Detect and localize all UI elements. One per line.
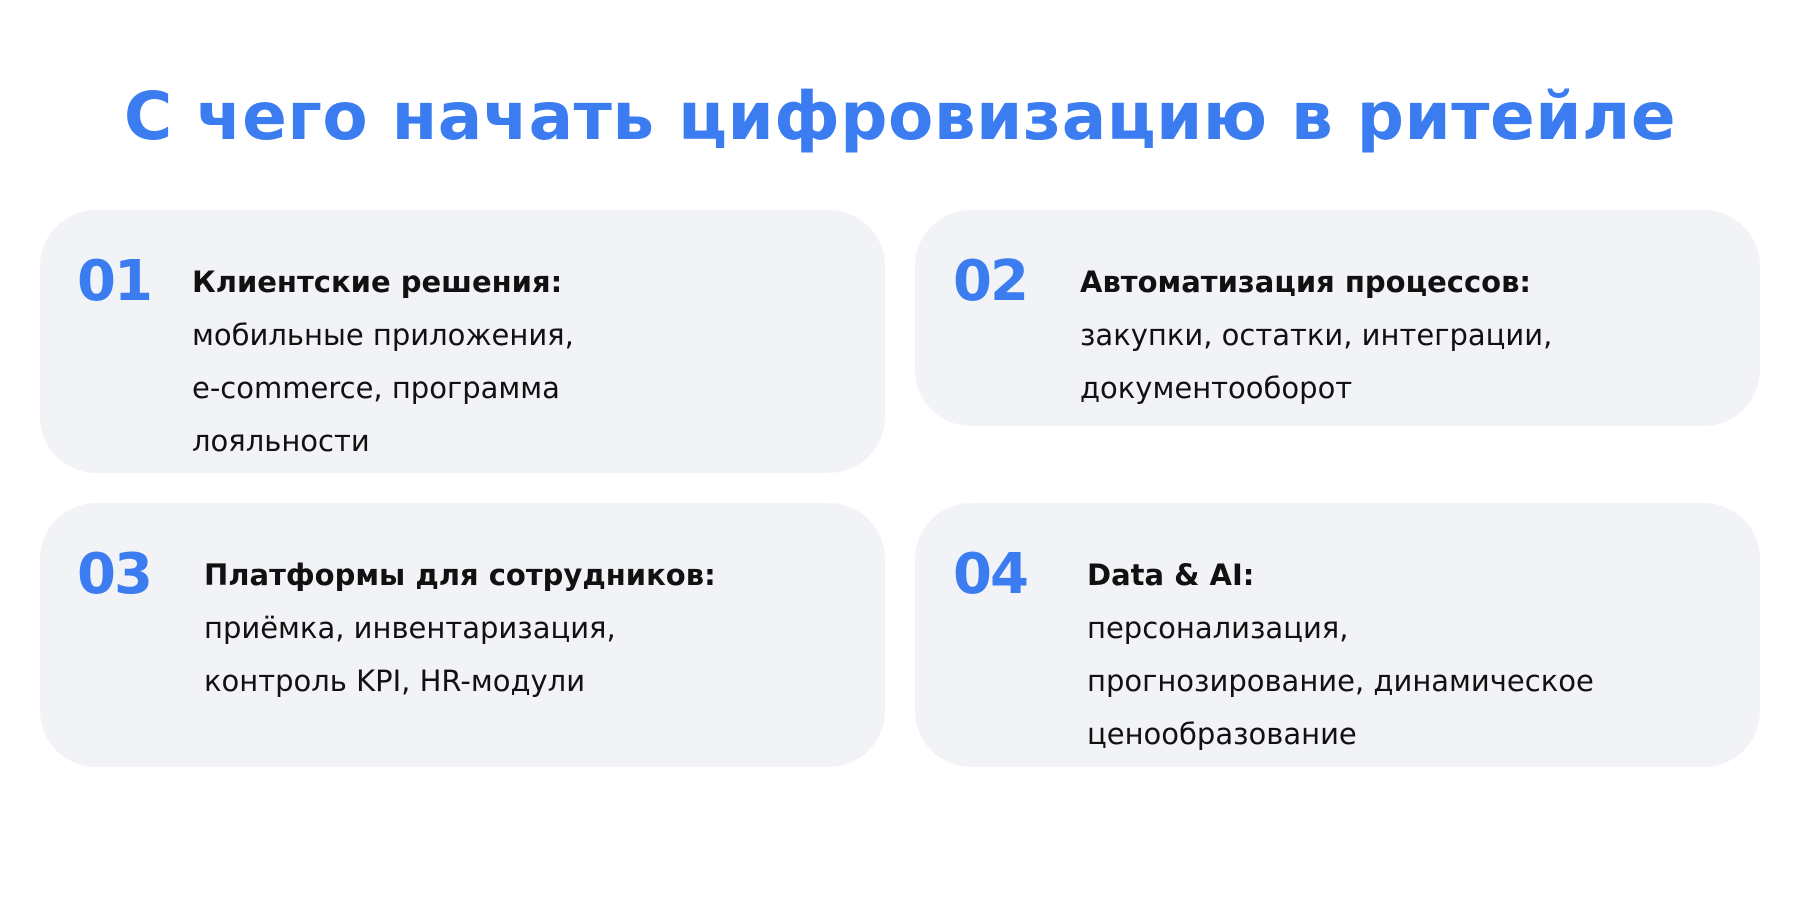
card-body: персонализация, прогнозирование, динамич… xyxy=(1087,611,1594,751)
card-body: закупки, остатки, интеграции, документоо… xyxy=(1080,318,1553,405)
card-text: Платформы для сотрудников: приёмка, инве… xyxy=(204,549,716,708)
card-number: 04 xyxy=(953,542,1029,607)
card-process-automation: 02 Автоматизация процессов: закупки, ост… xyxy=(915,210,1760,426)
card-heading: Клиентские решения: xyxy=(192,265,563,299)
card-heading: Автоматизация процессов: xyxy=(1080,265,1532,299)
card-text: Data & AI: персонализация, прогнозирован… xyxy=(1087,549,1594,761)
card-number: 02 xyxy=(953,249,1029,314)
card-number: 03 xyxy=(77,542,153,607)
card-body: приёмка, инвентаризация, контроль KPI, H… xyxy=(204,611,616,698)
card-body: мобильные приложения, e-commerce, програ… xyxy=(192,318,574,458)
page-title: С чего начать цифровизацию в ритейле xyxy=(123,78,1677,155)
card-heading: Data & AI: xyxy=(1087,558,1255,592)
card-text: Клиентские решения: мобильные приложения… xyxy=(192,256,574,468)
card-number: 01 xyxy=(77,249,153,314)
card-text: Автоматизация процессов: закупки, остатк… xyxy=(1080,256,1552,415)
card-client-solutions: 01 Клиентские решения: мобильные приложе… xyxy=(40,210,885,473)
card-data-ai: 04 Data & AI: персонализация, прогнозиро… xyxy=(915,503,1760,767)
card-heading: Платформы для сотрудников: xyxy=(204,558,716,592)
card-employee-platforms: 03 Платформы для сотрудников: приёмка, и… xyxy=(40,503,885,767)
